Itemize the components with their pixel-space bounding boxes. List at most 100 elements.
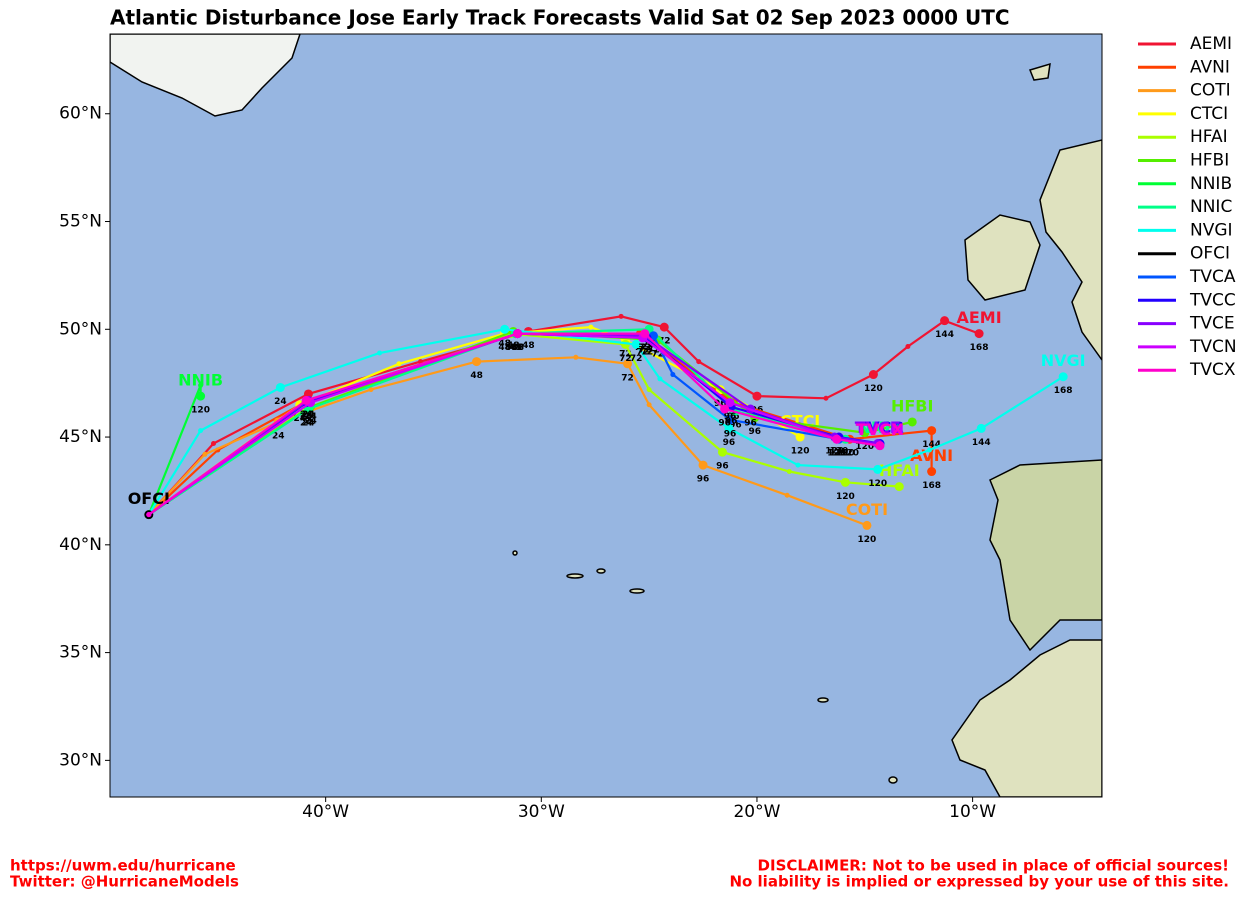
legend-label: NNIC [1190, 197, 1232, 217]
track-point [275, 382, 285, 392]
disclaimer: DISCLAIMER: Not to be used in place of o… [758, 857, 1229, 875]
track-name-label: AEMI [956, 308, 1001, 327]
legend-label: NVGI [1190, 220, 1233, 240]
forecast-hour-label: 96 [729, 421, 742, 431]
track-point [698, 460, 708, 470]
forecast-hour-label: 24 [300, 412, 313, 422]
forecast-hour-label: 24 [300, 412, 313, 422]
forecast-hour-label: 120 [836, 492, 855, 502]
x-tick-label: 20°W [733, 802, 780, 822]
y-tick-label: 60°N [59, 104, 102, 124]
forecast-hour-label: 96 [723, 438, 736, 448]
track-point [868, 370, 878, 380]
forecast-hour-label: 48 [498, 343, 511, 353]
forecast-hour-label: 72 [639, 343, 652, 353]
map-frame [109, 33, 1103, 798]
forecast-hour-label: 48 [511, 343, 524, 353]
legend-label: AVNI [1190, 57, 1230, 77]
track-point [784, 492, 790, 498]
track-point [646, 387, 652, 393]
forecast-hour-label: 24 [302, 410, 315, 420]
forecast-hour-label: 96 [697, 475, 710, 485]
forecast-hour-label: 96 [749, 427, 762, 437]
forecast-hour-label: 120 [830, 449, 849, 459]
y-tick-label: 40°N [59, 535, 102, 555]
track-point [786, 469, 792, 475]
disclaimer: No liability is implied or expressed by … [729, 873, 1229, 891]
forecast-hour-label: 96 [718, 419, 731, 429]
legend-label: AEMI [1190, 34, 1232, 54]
track-point [795, 432, 805, 442]
forecast-hour-label: 120 [836, 449, 855, 459]
forecast-hour-label: 48 [509, 343, 522, 353]
track-point [873, 464, 883, 474]
track-point [927, 426, 937, 436]
legend-label: HFAI [1190, 127, 1228, 147]
track-point [211, 441, 217, 447]
track-point [720, 404, 730, 414]
track-point [905, 344, 911, 350]
forecast-hour-label: 120 [825, 447, 844, 457]
forecast-hour-label: 48 [505, 343, 518, 353]
forecast-hour-label: 72 [619, 350, 632, 360]
forecast-hour-label: 48 [511, 343, 524, 353]
forecast-hour-label: 96 [724, 429, 737, 439]
land [110, 34, 1102, 797]
forecast-hour-label: 72 [621, 373, 634, 383]
track-name-label: OFCI [128, 489, 170, 508]
track-point [725, 398, 735, 408]
track-point [472, 357, 482, 367]
forecast-hour-label: 120 [840, 449, 859, 459]
legend-label: TVCN [1189, 337, 1237, 357]
basemap [110, 34, 1102, 797]
forecast-hour-label: 120 [855, 442, 874, 452]
track-point [907, 417, 917, 427]
forecast-hour-label: 48 [511, 343, 524, 353]
track-point [926, 447, 932, 453]
footer: https://uwm.edu/hurricane Twitter: @Hurr… [10, 857, 1229, 891]
track-point [974, 329, 984, 339]
forecast-hour-label: 120 [864, 384, 883, 394]
track-point [513, 329, 523, 339]
track-point [1058, 372, 1068, 382]
forecast-hour-label: 120 [858, 535, 877, 545]
track-point [976, 423, 986, 433]
track-point [573, 354, 579, 360]
legend-label: OFCI [1190, 244, 1230, 264]
forecast-hour-label: 24 [300, 419, 313, 429]
forecast-hour-label: 144 [972, 438, 991, 448]
track-point [840, 477, 850, 487]
y-tick-label: 55°N [59, 212, 102, 232]
forecast-hour-label: 48 [509, 343, 522, 353]
tracks: 24 48 72 96 120 144 168 AEMI 24 48 72 96 120 144 168 AV… [128, 308, 1086, 545]
ocean [110, 34, 1102, 797]
track-point [377, 350, 383, 356]
track-name-label: NVGI [1041, 351, 1086, 370]
forecast-hour-label: 72 [647, 345, 660, 355]
track-name-label: AVNI [910, 446, 953, 465]
legend-label: TVCX [1189, 360, 1236, 380]
track-point [640, 329, 650, 339]
track-name-label: NNIC [858, 418, 902, 437]
x-tick-label: 40°W [302, 802, 349, 822]
forecast-hour-label: 48 [498, 339, 511, 349]
track-point [657, 376, 663, 382]
forecast-hour-label: 120 [791, 447, 810, 457]
forecast-hour-label: 72 [630, 354, 643, 364]
forecast-hour-label: 24 [300, 410, 313, 420]
track-point [875, 441, 885, 451]
forecast-hour-label: 168 [970, 343, 989, 353]
forecast-hour-label: 120 [830, 447, 849, 457]
track-point [196, 391, 206, 401]
track-point [146, 512, 152, 518]
legend-label: TVCE [1189, 314, 1235, 334]
y-tick-label: 45°N [59, 427, 102, 447]
track-point [832, 434, 842, 444]
legend-label: HFBI [1190, 151, 1229, 171]
forecast-hour-label: 48 [470, 371, 483, 381]
forecast-hour-label: 120 [827, 449, 846, 459]
forecast-hour-label: 168 [922, 481, 941, 491]
track-point [631, 339, 641, 349]
track-point [500, 324, 510, 334]
